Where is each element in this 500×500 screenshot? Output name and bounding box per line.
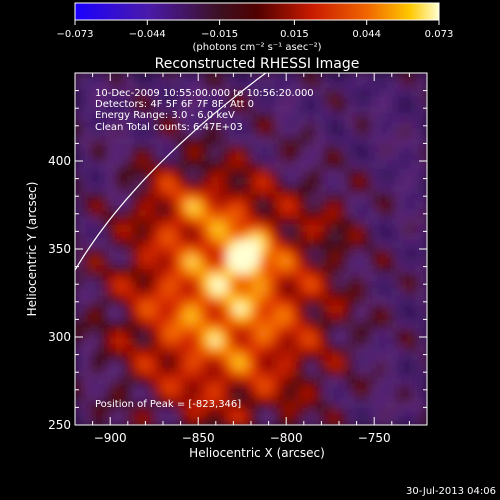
x-tick-label: −750	[358, 431, 391, 445]
y-axis-label: Heliocentric Y (arcsec)	[25, 182, 39, 317]
x-tick-label: −900	[94, 431, 127, 445]
chart-title: Reconstructed RHESSI Image	[155, 56, 360, 72]
y-tick-label: 300	[48, 330, 71, 344]
solar-limb	[75, 73, 267, 272]
x-tick-label: −800	[270, 431, 303, 445]
x-tick-label: −850	[182, 431, 215, 445]
colorbar-tick-label: −0.015	[201, 29, 238, 40]
y-tick-label: 350	[48, 242, 71, 256]
x-axis: −900 −850 −800 −750	[92, 73, 428, 445]
footer-date: 30-Jul-2013 04:06	[406, 486, 496, 497]
colorbar-tick-label: −0.073	[56, 29, 93, 40]
annotation-detectors: Detectors: 4F 5F 6F 7F 8F, Att 0	[95, 99, 254, 110]
colorbar-units: (photons cm⁻² s⁻¹ asec⁻²)	[192, 42, 321, 53]
heatmap-image	[75, 73, 427, 425]
y-tick-label: 250	[48, 418, 71, 432]
colorbar-ticks: −0.073 −0.044 −0.015 0.015 0.044 0.073	[56, 20, 453, 40]
colorbar	[74, 2, 440, 21]
peak-position-label: Position of Peak = [-823,346]	[95, 399, 241, 410]
x-axis-label: Heliocentric X (arcsec)	[189, 446, 325, 460]
colorbar-tick-label: −0.044	[129, 29, 166, 40]
colorbar-tick-label: 0.015	[280, 29, 309, 40]
annotation-clean: Clean Total counts: 6.47E+03	[95, 122, 243, 133]
y-tick-label: 400	[48, 154, 71, 168]
y-axis: 250 300 350 400	[48, 90, 427, 432]
annotation-time: 10-Dec-2009 10:55:00.000 to 10:56:20.000	[95, 88, 314, 99]
colorbar-tick-label: 0.044	[352, 29, 381, 40]
annotation-energy: Energy Range: 3.0 - 6.0 keV	[95, 110, 235, 121]
colorbar-tick-label: 0.073	[425, 29, 454, 40]
